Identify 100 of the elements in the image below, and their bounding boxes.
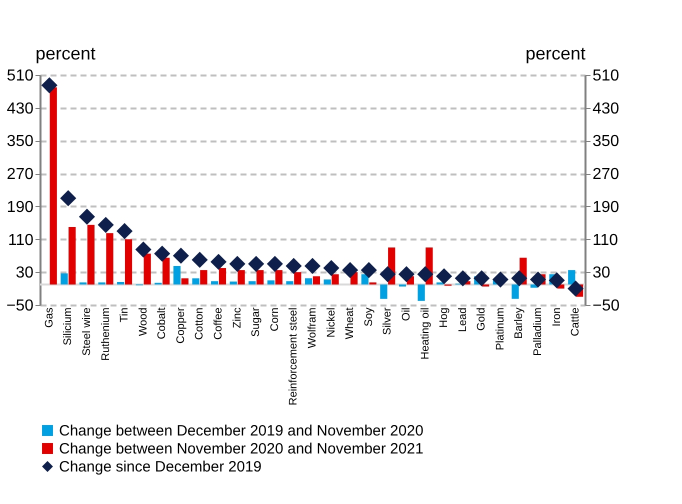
x-tick-label: Gas — [43, 307, 56, 328]
bar — [60, 273, 68, 284]
bar — [324, 280, 331, 284]
y-tick-label: 110 — [8, 232, 34, 249]
y-tick-label: 270 — [6, 166, 34, 184]
x-tick-label: Wheat — [344, 308, 356, 340]
point — [78, 208, 96, 225]
x-tick-label: Wolfram — [306, 308, 318, 348]
bar — [256, 270, 264, 284]
x-tick-label: Palladium — [532, 308, 544, 356]
x-tick-label: Tin — [118, 308, 131, 322]
x-tick-label: Steel wire — [80, 308, 93, 356]
x-tick-label: Iron — [550, 308, 563, 326]
bar — [238, 270, 245, 284]
bar — [418, 284, 425, 301]
bar — [286, 281, 294, 284]
x-tick-label: Heating oil — [419, 308, 432, 360]
point — [436, 268, 452, 284]
point — [154, 246, 170, 262]
x-tick-label: Lead — [456, 308, 469, 332]
point — [511, 270, 528, 286]
x-tick-label: Coffee — [212, 308, 225, 340]
x-tick-label: Corn — [268, 308, 281, 332]
y2-tick-label: 30 — [592, 264, 610, 282]
bar — [380, 284, 388, 299]
x-tick-label: Silicium — [62, 308, 74, 346]
x-tick-label: Nickel — [325, 308, 338, 338]
legend-label: Change between December 2019 and November 2020 — [59, 422, 424, 440]
bar — [361, 274, 368, 284]
y2-axis-title: percent — [525, 44, 586, 64]
x-tick-label: Zinc — [231, 307, 244, 328]
y-tick-label: 30 — [16, 264, 34, 282]
x-tick-label: Cotton — [194, 308, 206, 340]
bar — [181, 278, 188, 284]
x-tick-label: Sugar — [250, 307, 262, 337]
bar — [218, 268, 226, 284]
point — [417, 266, 434, 282]
point — [342, 262, 358, 278]
point — [192, 252, 208, 268]
y2-tick-label: 110 — [592, 232, 618, 249]
x-tick-label: Ruthenium — [100, 308, 112, 361]
bar — [87, 224, 94, 284]
y2-tick-label: 270 — [592, 166, 620, 184]
x-tick-label: Cattle — [570, 308, 582, 336]
point — [60, 190, 76, 206]
bar — [332, 274, 339, 284]
x-tick-label: Platinum — [494, 308, 506, 350]
y-tick-label: 350 — [6, 133, 34, 150]
point — [248, 256, 264, 272]
bar — [230, 282, 237, 284]
point — [548, 272, 565, 288]
bar — [68, 226, 76, 284]
point — [172, 248, 190, 264]
point — [323, 260, 340, 276]
point — [229, 256, 246, 272]
point — [360, 262, 377, 278]
point — [210, 254, 227, 270]
point — [98, 216, 114, 233]
point — [380, 266, 396, 282]
bar — [162, 258, 170, 284]
x-tick-label: Barley — [513, 307, 526, 339]
x-tick-label: Copper — [174, 307, 187, 344]
bar — [144, 254, 151, 284]
y2-tick-label: −50 — [592, 298, 620, 314]
bar — [173, 266, 181, 284]
y-tick-label: 190 — [6, 198, 34, 216]
bar — [192, 278, 200, 284]
bar — [312, 276, 320, 284]
x-tick-label: Reinforcement steel — [288, 308, 300, 406]
bar — [294, 272, 302, 284]
point — [474, 270, 490, 286]
x-tick-label: Silver — [382, 307, 394, 336]
x-tick-label: Soy — [362, 307, 375, 326]
point — [492, 271, 508, 288]
point — [41, 77, 58, 94]
y-tick-label: −50 — [6, 298, 34, 314]
bar — [50, 87, 57, 284]
y-axis-title: percent — [36, 44, 96, 64]
bar — [398, 284, 406, 287]
point — [135, 241, 152, 258]
x-tick-label: Hog — [438, 308, 450, 328]
point — [286, 258, 302, 274]
bar — [304, 278, 312, 284]
x-tick-label: Wood — [137, 308, 150, 336]
legend-label: Change between November 2020 and November 2021 — [59, 440, 424, 458]
point — [304, 258, 321, 274]
point — [116, 223, 133, 240]
legend-label: Change since December 2019 — [59, 458, 262, 476]
y2-tick-label: 510 — [592, 68, 620, 84]
y-tick-label: 430 — [6, 100, 34, 118]
x-tick-label: Gold — [476, 308, 488, 331]
x-tick-label: Cobalt — [156, 308, 168, 340]
bar — [248, 281, 256, 284]
bar — [124, 239, 132, 284]
bar — [211, 281, 218, 284]
bar — [482, 284, 490, 287]
bar — [200, 270, 208, 284]
bar — [512, 284, 519, 299]
point — [568, 280, 584, 297]
bar — [106, 233, 114, 284]
